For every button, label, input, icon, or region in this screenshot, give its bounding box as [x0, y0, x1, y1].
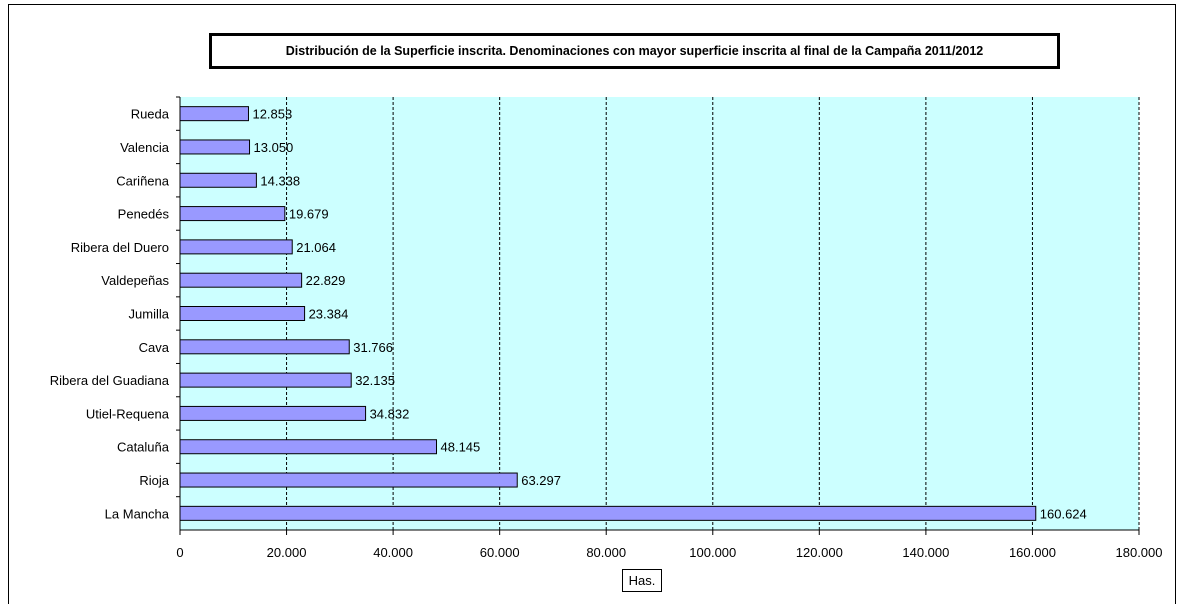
category-label: Rioja [139, 473, 169, 488]
category-label: Cariñena [116, 173, 170, 188]
category-label: Penedés [118, 207, 170, 222]
category-label: Ribera del Duero [71, 240, 169, 255]
bar [179, 372, 352, 388]
category-label: Rueda [131, 107, 170, 122]
x-tick-label: 20.000 [267, 545, 307, 560]
category-label: Jumilla [129, 307, 170, 322]
category-label: Cataluña [117, 440, 170, 455]
category-label: Valdepeñas [101, 273, 169, 288]
x-tick-label: 180.000 [1116, 545, 1163, 560]
value-label: 21.064 [296, 240, 336, 255]
x-tick-label: 140.000 [902, 545, 949, 560]
bar [179, 206, 286, 222]
bar [179, 405, 367, 421]
bar [179, 239, 293, 255]
category-label: Utiel-Requena [86, 406, 170, 421]
value-label: 12.853 [252, 107, 292, 122]
x-tick-label: 120.000 [796, 545, 843, 560]
category-label: La Mancha [105, 506, 170, 521]
value-label: 31.766 [353, 340, 393, 355]
category-label: Ribera del Guadiana [50, 373, 170, 388]
chart-title: Distribución de la Superficie inscrita. … [209, 33, 1060, 69]
plot-area [180, 97, 1139, 530]
value-label: 23.384 [309, 307, 349, 322]
bar [179, 505, 1037, 521]
bar [179, 139, 251, 155]
value-label: 160.624 [1040, 506, 1087, 521]
x-tick-label: 0 [176, 545, 183, 560]
x-tick-label: 160.000 [1009, 545, 1056, 560]
value-label: 48.145 [441, 440, 481, 455]
bar [179, 306, 306, 321]
bar [179, 472, 518, 488]
axes [176, 96, 1140, 535]
labels: 0 20.000 40.000 60.000 80.000 100.000 120.000 1… [50, 107, 1163, 560]
bars [179, 106, 1037, 521]
category-label: Valencia [120, 140, 170, 155]
bar [179, 106, 249, 122]
chart-frame [8, 4, 1176, 604]
value-label: 32.135 [355, 373, 395, 388]
bar [179, 339, 350, 355]
x-tick-label: 80.000 [586, 545, 626, 560]
value-label: 63.297 [521, 473, 561, 488]
x-tick-label: 100.000 [689, 545, 736, 560]
x-tick-label: 40.000 [373, 545, 413, 560]
x-axis-label: Has. [622, 569, 662, 592]
x-tick-label: 60.000 [480, 545, 520, 560]
value-label: 22.829 [306, 273, 346, 288]
bar [179, 172, 257, 188]
category-label: Cava [139, 340, 170, 355]
value-label: 13.050 [254, 140, 294, 155]
value-label: 14.338 [260, 173, 300, 188]
value-label: 19.679 [289, 207, 329, 222]
bar [179, 272, 303, 288]
value-label: 34.832 [370, 406, 410, 421]
bar [179, 439, 438, 455]
